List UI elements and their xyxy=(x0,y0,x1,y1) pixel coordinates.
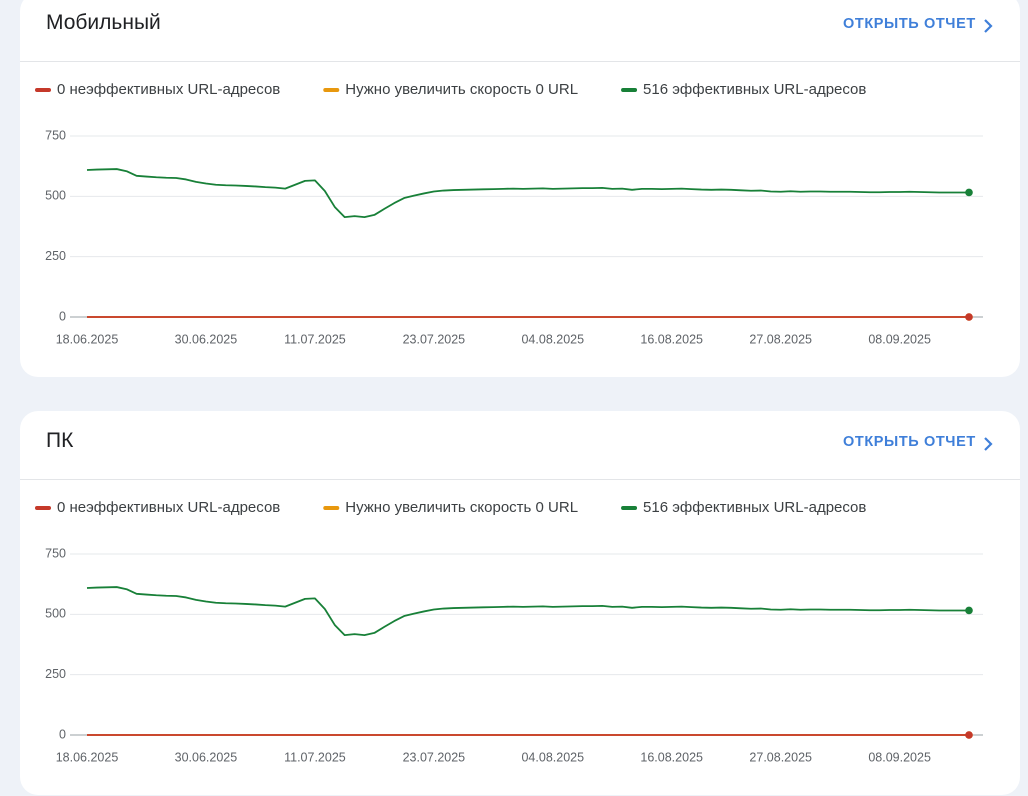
y-tick-label: 0 xyxy=(59,309,66,323)
legend-label: 0 неэффективных URL-адресов xyxy=(57,81,280,98)
series-line xyxy=(86,168,969,218)
end-point xyxy=(965,731,973,739)
x-tick-label: 27.08.2025 xyxy=(749,750,812,764)
x-tick-label: 18.06.2025 xyxy=(56,332,119,346)
x-tick-label: 08.09.2025 xyxy=(868,750,931,764)
y-tick-label: 500 xyxy=(45,607,66,621)
y-tick-label: 750 xyxy=(45,128,66,142)
x-tick-label: 08.09.2025 xyxy=(868,332,931,346)
chart: 0 неэффективных URL-адресов Нужно увеличи… xyxy=(35,499,983,764)
chevron-icon[interactable] xyxy=(982,436,994,452)
y-tick-label: 250 xyxy=(45,249,66,263)
card-title: ПК xyxy=(46,429,74,452)
y-tick-label: 250 xyxy=(45,667,66,681)
end-point xyxy=(965,313,973,321)
series-line xyxy=(86,586,969,636)
legend-label: 516 эффективных URL-адресов xyxy=(643,499,866,516)
y-tick-label: 500 xyxy=(45,189,66,203)
end-point xyxy=(965,188,973,197)
y-tick-label: 0 xyxy=(59,727,66,741)
y-tick-label: 750 xyxy=(45,546,66,560)
card: ПК ОТКРЫТЬ ОТЧЕТ 0 неэффективных URL-адр… xyxy=(20,411,1020,795)
x-tick-label: 11.07.2025 xyxy=(284,750,346,764)
x-tick-label: 18.06.2025 xyxy=(56,750,119,764)
open-report-link[interactable]: ОТКРЫТЬ ОТЧЕТ xyxy=(843,16,976,32)
card: Мобильный ОТКРЫТЬ ОТЧЕТ 0 неэффективных … xyxy=(20,0,1020,377)
x-tick-label: 16.08.2025 xyxy=(640,750,703,764)
legend-label: 0 неэффективных URL-адресов xyxy=(57,499,280,516)
x-tick-label: 04.08.2025 xyxy=(521,332,584,346)
card-title: Мобильный xyxy=(46,11,161,34)
divider xyxy=(20,61,1020,62)
chart: 0 неэффективных URL-адресов Нужно увеличи… xyxy=(35,81,983,346)
x-tick-label: 30.06.2025 xyxy=(175,332,238,346)
x-tick-label: 23.07.2025 xyxy=(403,332,466,346)
legend-label: Нужно увеличить скорость 0 URL xyxy=(345,81,578,98)
divider xyxy=(20,479,1020,480)
legend-label: 516 эффективных URL-адресов xyxy=(643,81,866,98)
x-tick-label: 30.06.2025 xyxy=(175,750,238,764)
legend-label: Нужно увеличить скорость 0 URL xyxy=(345,499,578,516)
x-tick-label: 04.08.2025 xyxy=(521,750,584,764)
x-tick-label: 16.08.2025 xyxy=(640,332,703,346)
x-tick-label: 11.07.2025 xyxy=(284,332,346,346)
x-tick-label: 23.07.2025 xyxy=(403,750,466,764)
end-point xyxy=(965,606,973,615)
chevron-icon[interactable] xyxy=(982,18,994,34)
x-tick-label: 27.08.2025 xyxy=(749,332,812,346)
open-report-link[interactable]: ОТКРЫТЬ ОТЧЕТ xyxy=(843,434,976,450)
